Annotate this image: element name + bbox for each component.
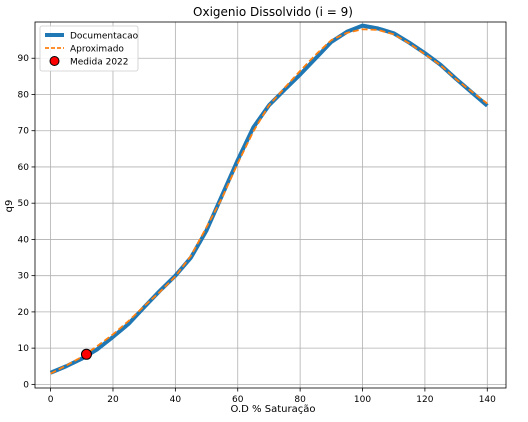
y-tick-label-8: 80 [18,90,30,100]
y-tick-label-7: 70 [18,127,30,137]
legend: Documentacao Aproximado Medida 2022 [39,25,139,72]
x-axis-label: O.D % Saturação [231,404,316,415]
x-tick-label-0: 0 [48,395,54,405]
legend-label-medida-2022: Medida 2022 [70,58,129,68]
aproximado-series-line [50,28,488,375]
plot-area: 0 20 40 60 80 100 120 140 0 10 20 30 40 50 60 70 80 90 [18,21,507,405]
x-tick-label-6: 120 [416,395,433,405]
x-tick-label-3: 60 [232,395,244,405]
legend-label-aproximado: Aproximado [70,45,124,55]
y-tick-label-5: 50 [18,199,30,209]
x-tick-label-7: 140 [479,395,496,405]
y-tick-label-1: 10 [18,344,30,354]
chart-title: Oxigenio Dissolvido (i = 9) [193,5,353,19]
y-tick-label-0: 0 [23,380,29,390]
y-tick-label-2: 20 [18,308,30,318]
y-tick-label-4: 40 [18,235,30,245]
y-axis-label: q9 [4,200,15,213]
x-tick-label-1: 20 [107,395,119,405]
y-tick-label-9: 90 [18,54,30,64]
y-tick-label-3: 30 [18,272,30,282]
x-tick-label-2: 40 [170,395,182,405]
medida-2022-point-0 [80,348,92,360]
y-tick-label-6: 60 [18,163,30,173]
x-tick-label-5: 100 [354,395,371,405]
legend-swatch-medida-2022 [49,56,60,66]
legend-label-documentacao: Documentacao [70,32,139,42]
legend-box [39,25,139,72]
x-tick-label-4: 80 [294,395,306,405]
plot-frame [34,21,507,389]
